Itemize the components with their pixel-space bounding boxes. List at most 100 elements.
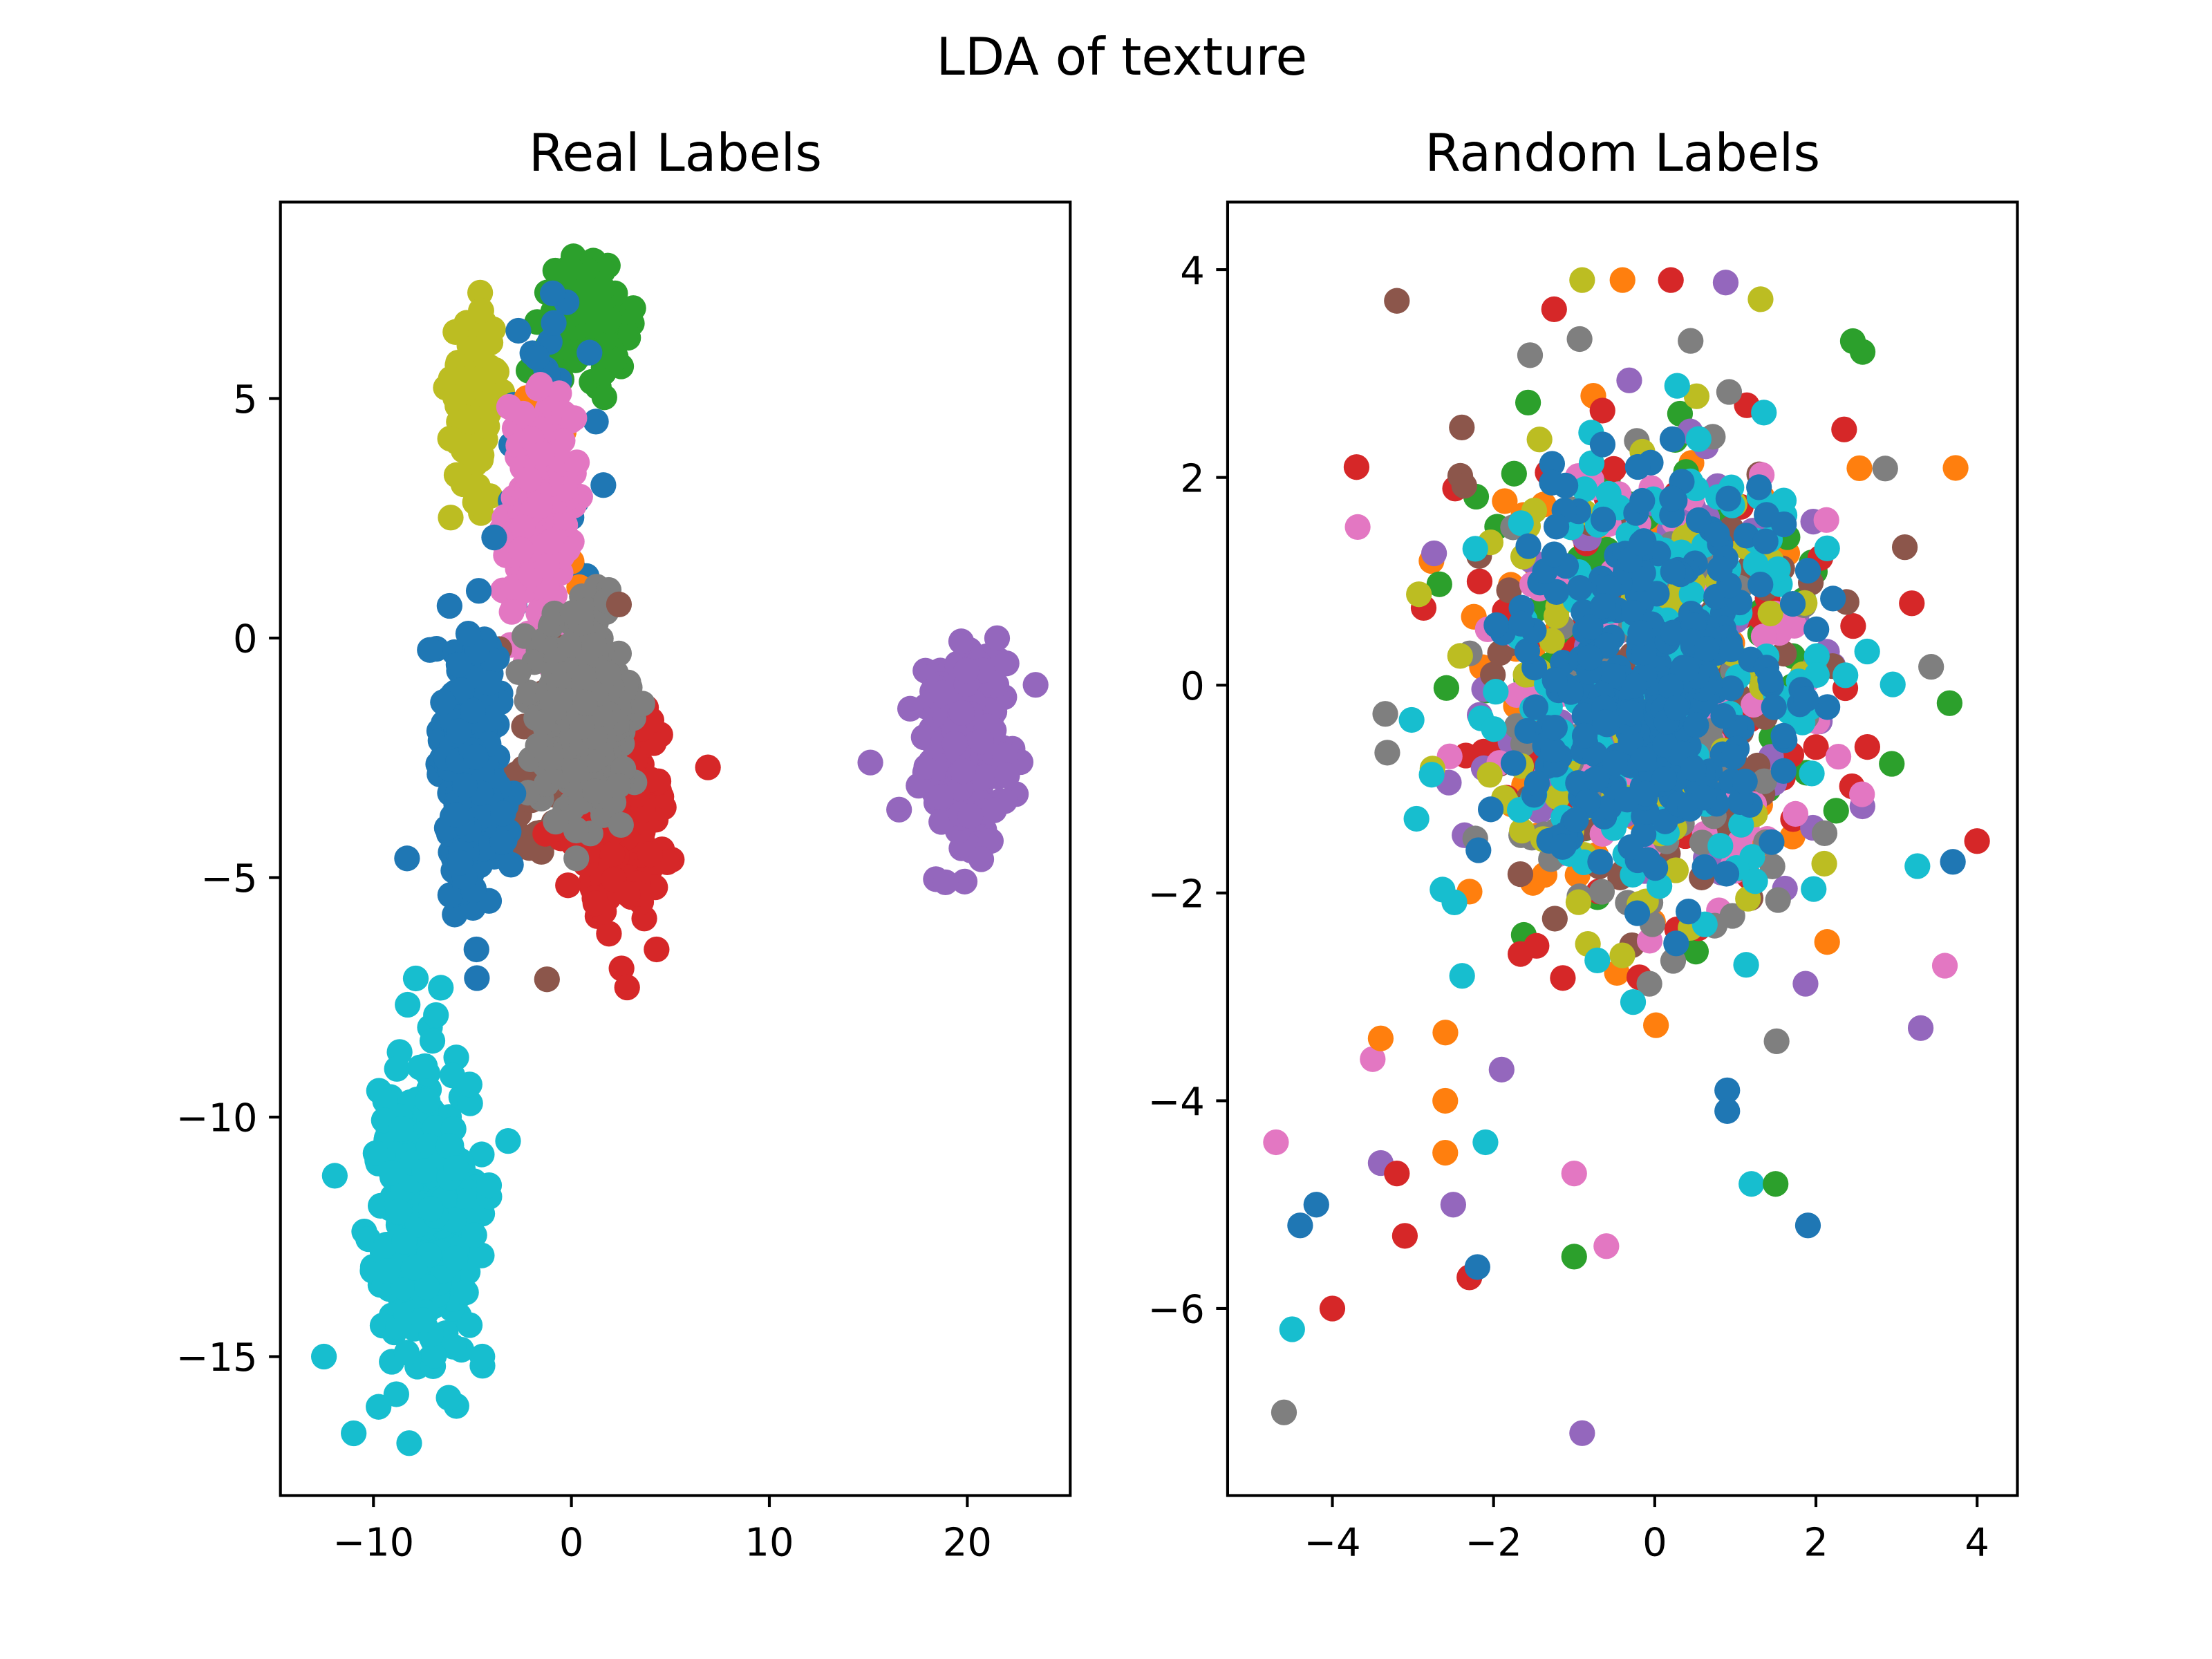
scatter-point (1683, 712, 1709, 738)
scatter-point (1803, 616, 1830, 643)
scatter-point (469, 1242, 495, 1268)
x-tick-label: −4 (1304, 1520, 1360, 1565)
scatter-point (1907, 1015, 1934, 1041)
scatter-point (509, 514, 536, 541)
scatter-point (555, 872, 581, 899)
scatter-point (556, 632, 583, 659)
scatter-point (1814, 694, 1841, 720)
scatter-point (1624, 453, 1651, 480)
scatter-point (1571, 702, 1597, 729)
panel-title: Real Labels (529, 123, 822, 183)
scatter-point (1704, 521, 1730, 547)
scatter-point (383, 1381, 409, 1407)
axes-frame (279, 200, 1072, 1497)
scatter-point (538, 745, 564, 771)
scatter-point (1426, 571, 1452, 597)
y-tick-label: 2 (1180, 456, 1205, 501)
scatter-point (1432, 1139, 1459, 1166)
scatter-point (1583, 765, 1610, 792)
scatter-point (1880, 671, 1906, 697)
scatter-point (1543, 514, 1570, 540)
scatter-point (1451, 472, 1477, 499)
panel-title: Random Labels (1425, 123, 1820, 183)
scatter-point (417, 637, 443, 663)
y-tick-label: 0 (233, 617, 258, 662)
scatter-point (1849, 781, 1875, 807)
scatter-point (419, 1028, 446, 1054)
scatter-point (563, 845, 590, 872)
y-tick-label: −15 (176, 1335, 258, 1380)
scatter-point (489, 829, 516, 855)
scatter-point (1840, 613, 1866, 639)
scatter-point (438, 505, 464, 531)
scatter-point (1707, 556, 1733, 582)
scatter-point (599, 841, 626, 868)
scatter-point (452, 404, 479, 431)
scatter-point (1831, 416, 1857, 442)
scatter-point (421, 1342, 447, 1369)
scatter-point (414, 1273, 440, 1300)
scatter-point (1279, 1316, 1305, 1342)
scatter-point (1751, 768, 1777, 794)
scatter-point (541, 310, 567, 336)
scatter-point (1391, 1223, 1418, 1249)
scatter-point (464, 965, 490, 991)
scatter-point (857, 749, 883, 776)
scatter-point (953, 657, 980, 684)
scatter-point (534, 553, 561, 579)
scatter-point (391, 1228, 418, 1255)
scatter-point (1616, 367, 1642, 393)
scatter-point (461, 1222, 487, 1248)
scatter-point (1782, 800, 1809, 827)
scatter-point (1718, 636, 1744, 663)
scatter-point (1747, 286, 1774, 312)
x-tick-label: 0 (1642, 1520, 1667, 1565)
scatter-point (468, 297, 494, 324)
scatter-point (529, 709, 556, 735)
scatter-point (1904, 853, 1931, 879)
scatter-point (1732, 768, 1758, 795)
scatter-point (928, 783, 954, 810)
x-tick-label: 20 (943, 1520, 992, 1565)
scatter-point (1507, 861, 1534, 888)
scatter-point (1715, 485, 1742, 512)
scatter-point (1685, 426, 1712, 452)
scatter-point (384, 1056, 410, 1082)
scatter-point (1710, 703, 1736, 729)
scatter-point (1571, 722, 1598, 749)
scatter-point (1685, 507, 1712, 534)
scatter-point (591, 384, 617, 411)
scatter-point (1440, 1192, 1466, 1218)
scatter-point (460, 697, 487, 724)
scatter-point (1492, 488, 1518, 514)
scatter-point (1759, 853, 1785, 880)
scatter-point (406, 1054, 433, 1080)
scatter-point (1712, 270, 1739, 296)
scatter-point (1846, 455, 1873, 481)
scatter-point (1517, 342, 1544, 368)
scatter-point (1508, 510, 1534, 536)
scatter-point (583, 409, 609, 435)
scatter-point (605, 773, 632, 799)
scatter-point (1663, 930, 1689, 957)
scatter-point (1569, 267, 1595, 293)
scatter-point (1716, 379, 1743, 405)
scatter-point (1524, 770, 1550, 796)
scatter-point (1589, 431, 1616, 458)
scatter-point (457, 1090, 483, 1116)
scatter-point (498, 852, 524, 878)
scatter-point (527, 372, 554, 398)
scatter-point (440, 1333, 467, 1360)
scatter-point (490, 800, 516, 827)
scatter-point (1481, 716, 1507, 742)
scatter-point (451, 772, 478, 799)
scatter-point (596, 921, 622, 947)
scatter-point (1628, 530, 1655, 556)
scatter-point (1629, 487, 1656, 514)
scatter-point (1752, 528, 1779, 554)
scatter-point (1589, 397, 1615, 424)
scatter-point (362, 1140, 388, 1167)
scatter-point (948, 628, 975, 655)
scatter-point (1398, 706, 1425, 733)
scatter-point (1940, 849, 1966, 875)
